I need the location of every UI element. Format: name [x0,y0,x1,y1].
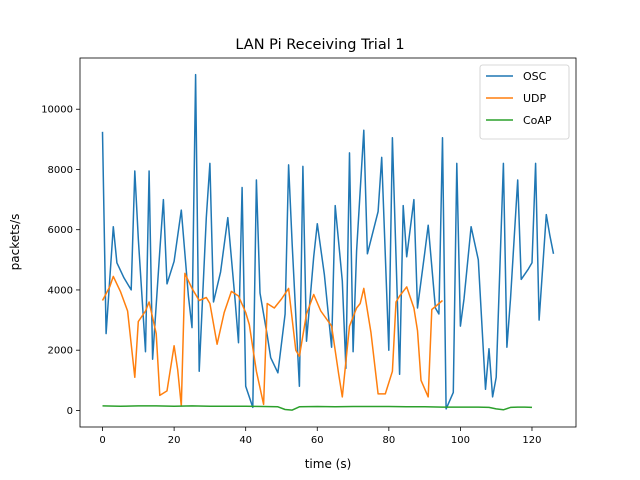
legend-label-coap: CoAP [523,114,552,127]
y-tick-label: 4000 [48,285,73,296]
x-tick-label: 60 [311,435,324,446]
plot-frame [79,57,577,428]
series-layer [101,73,555,411]
y-tick-label: 8000 [48,165,73,176]
x-axis-label: time (s) [305,457,352,471]
legend: OSC UDP CoAP [479,64,570,140]
series-line-coap [102,405,533,411]
y-tick-label: 6000 [48,225,73,236]
x-tick-label: 120 [522,435,541,446]
series-line-osc [101,73,555,410]
series-line-udp [101,272,443,407]
y-tick-label: 2000 [48,346,73,357]
y-axis-label: packets/s [8,214,22,271]
x-tick-label: 0 [99,435,105,446]
y-tick-label: 0 [67,406,73,417]
y-tick-label: 10000 [41,105,73,116]
x-tick-label: 20 [168,435,181,446]
x-axis: 0 20 40 60 80 100 120 [99,427,542,446]
legend-label-udp: UDP [523,92,547,105]
x-tick-label: 80 [382,435,395,446]
x-tick-label: 100 [451,435,470,446]
y-axis: 0 2000 4000 6000 8000 10000 [41,105,80,417]
chart-title: LAN Pi Receiving Trial 1 [235,37,404,53]
legend-label-osc: OSC [523,70,547,83]
x-tick-label: 40 [239,435,252,446]
